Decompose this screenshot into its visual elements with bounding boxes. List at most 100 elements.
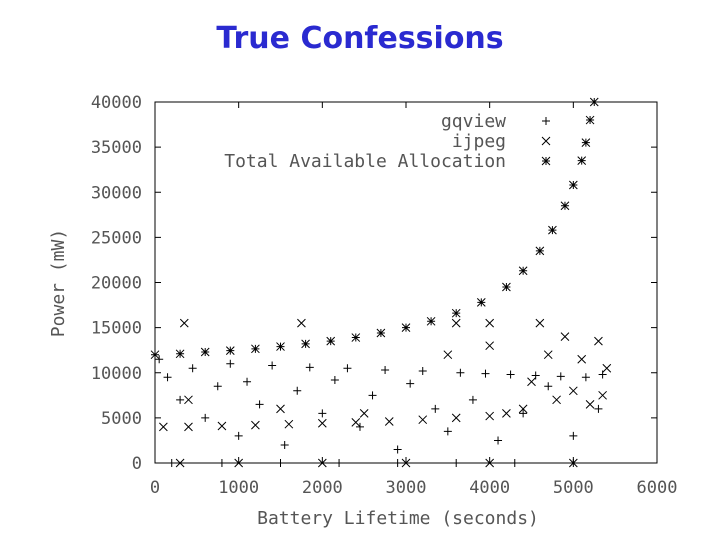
data-point	[393, 459, 402, 467]
x-tick-label: 6000	[637, 478, 678, 498]
data-point	[527, 377, 536, 387]
data-point	[201, 413, 210, 422]
data-point	[343, 364, 352, 373]
data-point	[548, 225, 557, 235]
data-point	[255, 400, 264, 409]
y-tick-label: 20000	[91, 274, 142, 294]
legend-label: Total Available Allocation	[224, 151, 506, 172]
data-point	[268, 361, 277, 370]
data-point	[481, 369, 490, 378]
data-point	[519, 409, 528, 418]
data-point	[184, 395, 193, 405]
data-point	[155, 355, 164, 364]
data-point	[598, 390, 607, 400]
data-point	[468, 395, 477, 404]
data-point	[251, 420, 260, 430]
data-point	[276, 404, 285, 414]
data-point	[510, 459, 519, 467]
legend-label: gqview	[441, 111, 506, 132]
data-point	[535, 246, 545, 256]
data-point	[568, 458, 578, 468]
data-point	[384, 417, 394, 426]
data-point	[456, 368, 465, 377]
legend-marker	[541, 136, 551, 146]
data-point	[401, 323, 411, 332]
data-point	[568, 386, 578, 396]
data-point	[188, 364, 197, 373]
data-point	[426, 316, 436, 326]
data-point	[560, 201, 570, 211]
x-tick-label: 0	[150, 478, 160, 498]
x-tick-label: 4000	[469, 478, 510, 498]
data-point	[234, 431, 243, 440]
y-tick-label: 15000	[91, 319, 142, 339]
data-point	[284, 419, 294, 429]
data-point	[351, 418, 361, 427]
data-point	[150, 350, 160, 360]
data-point	[443, 427, 452, 436]
legend-label: ijpeg	[452, 131, 506, 152]
data-point	[451, 413, 461, 423]
data-point	[251, 344, 260, 354]
data-point	[443, 350, 453, 360]
data-point	[585, 115, 595, 125]
data-point	[163, 373, 172, 382]
data-point	[179, 318, 189, 328]
data-point	[175, 458, 185, 468]
data-point	[175, 349, 185, 359]
data-point	[556, 372, 565, 381]
data-point	[418, 415, 428, 425]
data-point	[535, 318, 545, 328]
data-point	[217, 421, 227, 431]
data-point	[167, 459, 176, 467]
data-point	[485, 411, 495, 421]
data-point	[543, 350, 553, 360]
data-point	[577, 354, 587, 364]
data-point	[585, 399, 595, 409]
data-point	[381, 366, 390, 375]
data-point	[225, 346, 235, 355]
data-point	[544, 382, 553, 391]
chart-title: True Confessions	[216, 21, 503, 56]
data-point	[159, 422, 168, 432]
data-point	[305, 363, 314, 372]
y-tick-label: 25000	[91, 228, 142, 248]
data-point	[431, 404, 440, 413]
data-point	[451, 308, 461, 318]
data-point	[602, 363, 612, 373]
data-point	[418, 366, 427, 375]
x-axis-label: Battery Lifetime (seconds)	[257, 508, 539, 529]
x-tick-label: 3000	[386, 478, 427, 498]
data-point	[301, 339, 310, 349]
legend-marker	[542, 117, 550, 125]
data-point	[368, 391, 377, 400]
data-point	[326, 336, 336, 346]
data-point	[518, 404, 528, 414]
data-point	[317, 458, 327, 468]
data-point	[280, 440, 289, 449]
data-point	[393, 445, 402, 454]
y-axis-label: Power (mW)	[48, 229, 69, 337]
data-point	[297, 318, 306, 328]
x-tick-label: 2000	[302, 478, 343, 498]
data-point	[184, 422, 193, 432]
data-point	[376, 328, 386, 338]
data-point	[200, 347, 210, 357]
data-point	[502, 409, 511, 418]
data-point	[355, 422, 364, 431]
x-tick-label: 5000	[553, 478, 594, 498]
data-point	[351, 333, 361, 342]
data-point	[401, 458, 411, 468]
data-point	[589, 97, 599, 107]
data-point	[594, 336, 603, 346]
data-point	[226, 359, 235, 368]
data-point	[293, 386, 302, 395]
data-point	[276, 342, 285, 351]
y-tick-label: 5000	[101, 409, 142, 429]
data-point	[552, 395, 561, 405]
data-point	[502, 282, 511, 292]
data-point	[276, 459, 285, 467]
data-point	[494, 436, 503, 445]
data-point	[451, 318, 461, 328]
